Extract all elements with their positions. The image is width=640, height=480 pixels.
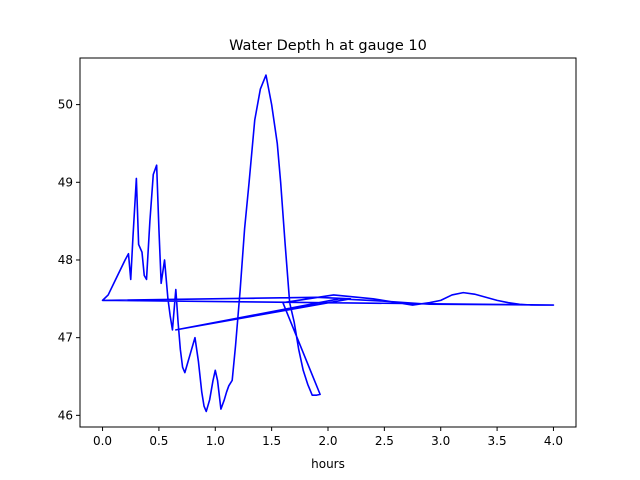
chart-title: Water Depth h at gauge 10 — [229, 38, 427, 54]
x-axis-label: hours — [311, 457, 345, 471]
x-tick-label: 0.0 — [93, 434, 112, 448]
x-axis-ticks: 0.0 0.5 1.0 1.5 2.0 2.5 3.0 3.5 4.0 — [93, 427, 563, 448]
y-tick-label: 47 — [58, 331, 73, 345]
x-tick-label: 2.0 — [318, 434, 337, 448]
x-tick-label: 4.0 — [544, 434, 563, 448]
x-tick-label: 0.5 — [149, 434, 168, 448]
y-axis-ticks: 46 47 48 49 50 — [58, 98, 80, 422]
x-tick-label: 3.5 — [488, 434, 507, 448]
x-tick-label: 1.0 — [206, 434, 225, 448]
series-line-0 — [101, 74, 555, 413]
plot-layer — [101, 74, 555, 413]
x-tick-label: 1.5 — [262, 434, 281, 448]
y-tick-label: 50 — [58, 98, 73, 112]
x-tick-label: 3.0 — [431, 434, 450, 448]
y-tick-label: 46 — [58, 408, 73, 422]
y-tick-label: 49 — [58, 175, 73, 189]
x-tick-label: 2.5 — [375, 434, 394, 448]
y-tick-label: 48 — [58, 253, 73, 267]
